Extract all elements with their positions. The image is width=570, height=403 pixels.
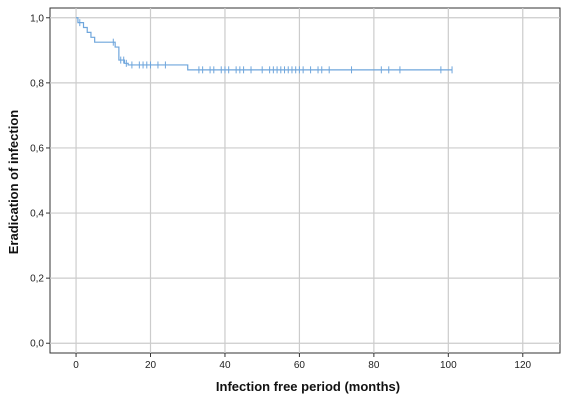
y-tick-label: 0,2	[30, 274, 44, 285]
y-tick-label: 0,8	[30, 78, 44, 89]
y-tick-label: 0,0	[30, 339, 44, 350]
x-tick-label: 0	[73, 360, 79, 371]
grid-lines	[50, 8, 560, 353]
y-axis-title: Eradication of infection	[6, 110, 21, 255]
survival-step-line	[76, 17, 453, 71]
x-tick-label: 20	[145, 360, 157, 371]
x-axis-title: Infection free period (months)	[216, 379, 400, 394]
x-axis-ticks: 0 20 40 60 80 100 120	[73, 353, 532, 371]
censor-marks	[79, 19, 453, 74]
x-tick-label: 40	[219, 360, 231, 371]
y-axis-ticks: 0,0 0,2 0,4 0,6 0,8 1,0	[30, 13, 50, 350]
x-tick-label: 80	[368, 360, 380, 371]
x-tick-label: 60	[294, 360, 306, 371]
y-tick-label: 0,4	[30, 209, 44, 220]
x-tick-label: 120	[514, 360, 531, 371]
y-tick-label: 0,6	[30, 143, 44, 154]
x-tick-label: 100	[440, 360, 457, 371]
plot-area	[49, 7, 561, 354]
y-tick-label: 1,0	[30, 13, 44, 24]
survival-curve	[76, 17, 453, 71]
